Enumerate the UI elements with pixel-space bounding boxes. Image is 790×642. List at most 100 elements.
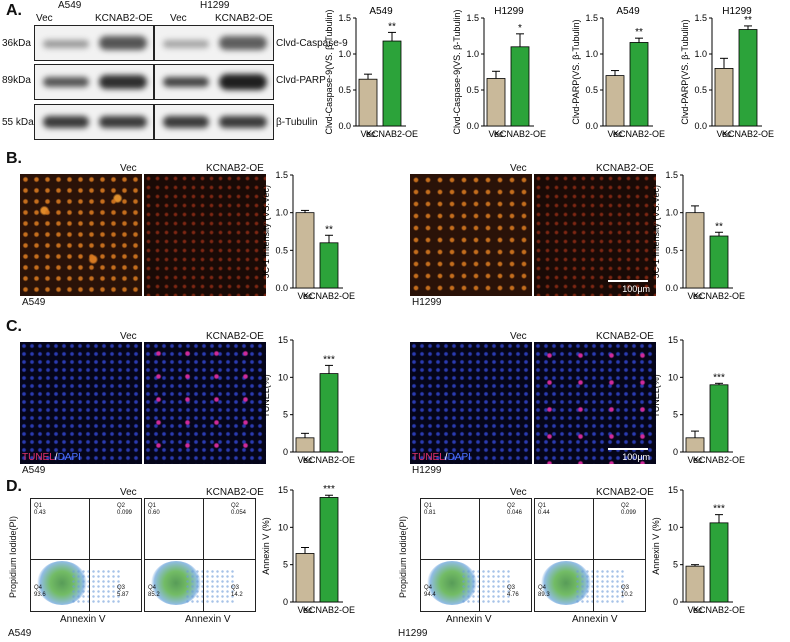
bar	[319, 373, 339, 453]
blot-a549-header: A549	[58, 0, 82, 11]
protein-casp9-label: Clvd-Caspase-9	[276, 38, 348, 49]
band	[43, 77, 89, 87]
y-tick-label: 1.5	[694, 13, 707, 23]
quadrant-vline	[203, 499, 204, 611]
facs-oe-label-2: KCNAB2-OE	[596, 487, 654, 498]
y-tick-label: 1.5	[338, 13, 351, 23]
quadrant-4-label: Q4 85.2	[148, 585, 160, 598]
blot-tub-h1299	[154, 104, 274, 140]
quadrant-2-label: Q2 0.099	[117, 503, 133, 516]
x-tick-label: Vec	[687, 455, 703, 465]
y-axis-label: Clvd-PARP(VS. β-Tubulin)	[680, 19, 690, 124]
quadrant-hline	[421, 559, 531, 560]
tunel-dapi-legend-1: TUNEL/DAPI	[22, 452, 81, 463]
y-tick-label: 1.5	[665, 170, 678, 180]
bar	[486, 78, 506, 127]
micro-c-h1299-label: H1299	[412, 465, 442, 476]
scale-bar-label: 100μm	[622, 284, 650, 294]
x-tick-label: KCNAB2-OE	[303, 455, 355, 465]
band	[99, 116, 147, 128]
scale-bar	[608, 280, 648, 282]
band	[219, 36, 267, 50]
y-tick-label: 15	[668, 335, 678, 345]
y-tick-label: 0.5	[275, 245, 288, 255]
bar	[714, 68, 734, 127]
y-tick-label: 10	[278, 522, 288, 532]
y-tick-label: 0	[283, 597, 288, 607]
bar	[709, 235, 729, 289]
quadrant-1-label: Q1 0.60	[148, 503, 160, 516]
kda-55-label: 55 kDa	[2, 117, 34, 128]
chart-title: H1299	[722, 6, 752, 17]
quadrant-4-label: Q4 93.6	[34, 585, 46, 598]
facs-plot: Q1 0.44 Q2 0.099 Q3 10.2 Q4 89.3	[534, 498, 646, 612]
micro-b-vec-label-1: Vec	[120, 163, 137, 174]
x-tick-label: KCNAB2-OE	[303, 605, 355, 615]
facs-vec-label-1: Vec	[120, 487, 137, 498]
x-tick-label: Vec	[687, 291, 703, 301]
x-tick-label: KCNAB2-OE	[693, 605, 745, 615]
y-tick-label: 1.5	[585, 13, 598, 23]
blot-parp-h1299	[154, 64, 274, 100]
facs-oe-label-1: KCNAB2-OE	[206, 487, 264, 498]
micro-b-oe-label-1: KCNAB2-OE	[206, 163, 264, 174]
tunel-dapi-legend-2: TUNEL/DAPI	[412, 452, 471, 463]
panel-label-c: C.	[6, 318, 22, 335]
quadrant-1-label: Q1 0.43	[34, 503, 46, 516]
scatter-spread	[575, 569, 625, 603]
band	[99, 75, 147, 89]
band	[99, 36, 147, 50]
y-tick-label: 0	[673, 597, 678, 607]
y-tick-label: 1.0	[585, 49, 598, 59]
y-tick-label: 1.0	[275, 208, 288, 218]
x-tick-label: Vec	[297, 455, 313, 465]
micro-b-vec-label-2: Vec	[510, 163, 527, 174]
bar	[382, 40, 402, 127]
x-tick-label: Vec	[297, 291, 313, 301]
significance-marker: **	[325, 224, 333, 235]
micrograph-jc1-h1299-oe: 100μm	[534, 174, 656, 296]
blot-casp9-h1299	[154, 25, 274, 61]
y-axis-label: Clvd-Caspase-9(VS. β-Tubulin)	[452, 10, 462, 135]
micro-c-a549-label: A549	[22, 465, 46, 476]
y-axis-label: Clvd-Caspase-9(VS. β-Tubulin)	[324, 10, 334, 135]
band	[43, 116, 89, 128]
blot-oe-label-1: KCNAB2-OE	[95, 13, 153, 24]
bar	[295, 212, 315, 289]
kda-89-label: 89kDa	[2, 75, 31, 86]
micro-c-vec-label-1: Vec	[120, 331, 137, 342]
facs-xlabel-1: Annexin V	[60, 614, 106, 625]
quadrant-4-label: Q4 89.3	[538, 585, 550, 598]
band	[163, 77, 209, 87]
y-tick-label: 0.0	[338, 121, 351, 131]
micrograph-tunel-a549-vec	[20, 342, 142, 464]
blot-parp-a549	[34, 64, 154, 100]
facs-plot: Q1 0.60 Q2 0.054 Q3 14.2 Q4 85.2	[144, 498, 256, 612]
y-tick-label: 5	[283, 410, 288, 420]
quadrant-3-label: Q3 5.87	[117, 585, 129, 598]
significance-marker: **	[635, 27, 643, 38]
chart-title: H1299	[494, 6, 524, 17]
y-tick-label: 1.0	[694, 49, 707, 59]
x-tick-label: Vec	[360, 129, 376, 139]
y-tick-label: 10	[668, 372, 678, 382]
micro-b-h1299-label: H1299	[412, 297, 442, 308]
micro-c-vec-label-2: Vec	[510, 331, 527, 342]
bar	[358, 78, 378, 127]
quadrant-hline	[31, 559, 141, 560]
y-tick-label: 0.5	[466, 85, 479, 95]
band	[43, 40, 89, 48]
scatter-spread	[185, 569, 235, 603]
bar	[510, 46, 530, 127]
protein-tub-label: β-Tubulin	[276, 117, 318, 128]
micrograph-jc1-a549-oe	[144, 174, 266, 296]
y-tick-label: 0.5	[665, 245, 678, 255]
x-tick-label: KCNAB2-OE	[722, 129, 774, 139]
kda-36-label: 36kDa	[2, 38, 31, 49]
micrograph-tunel-a549-oe	[144, 342, 266, 464]
y-tick-label: 0	[283, 447, 288, 457]
x-tick-label: Vec	[488, 129, 504, 139]
y-tick-label: 15	[278, 485, 288, 495]
chart-title: A549	[616, 6, 640, 17]
facs-a549-label: A549	[8, 628, 32, 639]
